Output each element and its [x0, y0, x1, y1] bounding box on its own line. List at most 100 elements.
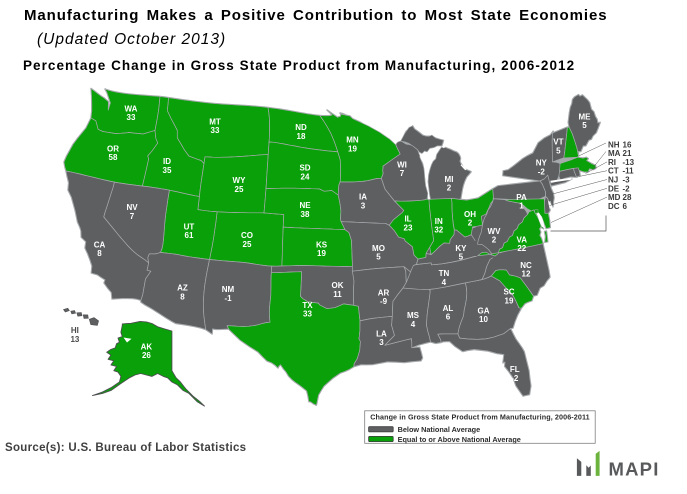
svg-text:6: 6 [446, 313, 451, 322]
svg-text:DE: DE [608, 184, 620, 193]
svg-text:22: 22 [517, 244, 526, 253]
svg-text:24: 24 [301, 172, 310, 181]
svg-text:23: 23 [404, 223, 413, 232]
svg-text:MS: MS [407, 311, 420, 320]
svg-text:-9: -9 [380, 297, 388, 306]
svg-text:WV: WV [488, 227, 502, 236]
svg-text:TN: TN [439, 269, 450, 278]
svg-text:MI: MI [445, 175, 454, 184]
svg-text:NY: NY [536, 159, 548, 168]
svg-text:WY: WY [233, 176, 247, 185]
svg-text:5: 5 [556, 146, 561, 155]
svg-text:SC: SC [503, 288, 514, 297]
svg-text:CO: CO [241, 231, 253, 240]
svg-text:VT: VT [553, 138, 563, 147]
svg-text:5: 5 [376, 253, 381, 262]
svg-text:7: 7 [130, 212, 135, 221]
svg-text:AL: AL [443, 304, 454, 313]
svg-text:7: 7 [400, 169, 405, 178]
svg-text:32: 32 [434, 226, 443, 235]
svg-text:Equal to or Above National Ave: Equal to or Above National Average [398, 435, 521, 444]
svg-text:-2: -2 [538, 167, 546, 176]
svg-text:19: 19 [348, 144, 357, 153]
svg-text:GA: GA [478, 306, 490, 315]
svg-text:21: 21 [623, 149, 632, 158]
svg-text:-1: -1 [224, 294, 232, 303]
svg-text:2: 2 [492, 236, 497, 245]
svg-text:NE: NE [299, 201, 311, 210]
svg-text:10: 10 [479, 315, 488, 324]
svg-text:NJ: NJ [608, 176, 618, 185]
svg-text:OK: OK [332, 281, 344, 290]
svg-text:-2: -2 [511, 374, 519, 383]
svg-text:HI: HI [71, 326, 79, 335]
svg-text:18: 18 [297, 132, 306, 141]
svg-text:5: 5 [582, 121, 587, 130]
svg-text:19: 19 [317, 249, 326, 258]
svg-text:IN: IN [435, 217, 443, 226]
svg-text:1: 1 [519, 202, 524, 211]
svg-text:-13: -13 [623, 158, 635, 167]
svg-text:-3: -3 [623, 176, 631, 185]
svg-text:IL: IL [404, 215, 411, 224]
svg-text:MN: MN [346, 136, 359, 145]
svg-text:IA: IA [359, 193, 367, 202]
svg-text:61: 61 [185, 231, 194, 240]
svg-text:WI: WI [397, 160, 407, 169]
svg-text:PA: PA [516, 193, 527, 202]
svg-text:2: 2 [468, 219, 473, 228]
svg-text:33: 33 [127, 113, 136, 122]
svg-text:NC: NC [520, 261, 532, 270]
svg-text:OR: OR [107, 144, 119, 153]
svg-text:MA: MA [608, 149, 621, 158]
svg-text:FL: FL [510, 365, 520, 374]
svg-text:CA: CA [94, 240, 106, 249]
svg-text:4: 4 [411, 320, 416, 329]
svg-text:MD: MD [608, 193, 621, 202]
svg-text:KY: KY [455, 244, 467, 253]
svg-text:LA: LA [376, 329, 387, 338]
svg-text:DC: DC [608, 202, 620, 211]
svg-text:26: 26 [142, 351, 151, 360]
svg-text:25: 25 [243, 240, 252, 249]
svg-text:ME: ME [579, 112, 592, 121]
svg-text:AZ: AZ [177, 284, 188, 293]
svg-text:UT: UT [184, 222, 195, 231]
svg-text:8: 8 [180, 292, 185, 301]
svg-text:ND: ND [295, 123, 307, 132]
svg-text:AK: AK [141, 342, 153, 351]
svg-text:AR: AR [378, 288, 390, 297]
svg-text:3: 3 [379, 338, 384, 347]
svg-text:12: 12 [522, 270, 531, 279]
svg-text:16: 16 [623, 140, 632, 149]
svg-text:ID: ID [163, 157, 171, 166]
svg-text:28: 28 [623, 193, 632, 202]
svg-text:NV: NV [126, 203, 138, 212]
svg-text:TX: TX [302, 301, 313, 310]
svg-text:SD: SD [299, 164, 310, 173]
svg-text:13: 13 [70, 335, 79, 344]
svg-text:25: 25 [235, 185, 244, 194]
svg-text:CT: CT [608, 167, 619, 176]
svg-text:33: 33 [211, 126, 220, 135]
svg-text:NH: NH [608, 140, 620, 149]
svg-text:-11: -11 [623, 167, 635, 176]
svg-text:58: 58 [109, 153, 118, 162]
svg-text:19: 19 [505, 296, 514, 305]
svg-text:RI: RI [608, 158, 616, 167]
svg-text:KS: KS [316, 240, 328, 249]
svg-text:2: 2 [447, 184, 452, 193]
svg-text:38: 38 [301, 210, 310, 219]
svg-text:Change in Gross State Product: Change in Gross State Product from Manuf… [370, 412, 590, 421]
svg-text:MT: MT [209, 117, 221, 126]
svg-text:6: 6 [623, 202, 628, 211]
svg-text:33: 33 [303, 310, 312, 319]
svg-text:4: 4 [442, 278, 447, 287]
svg-text:3: 3 [361, 201, 366, 210]
svg-text:5: 5 [459, 253, 464, 262]
svg-text:WA: WA [125, 104, 138, 113]
svg-text:8: 8 [97, 249, 102, 258]
svg-text:MO: MO [372, 244, 385, 253]
svg-text:35: 35 [163, 166, 172, 175]
svg-text:Below National Average: Below National Average [398, 425, 481, 434]
